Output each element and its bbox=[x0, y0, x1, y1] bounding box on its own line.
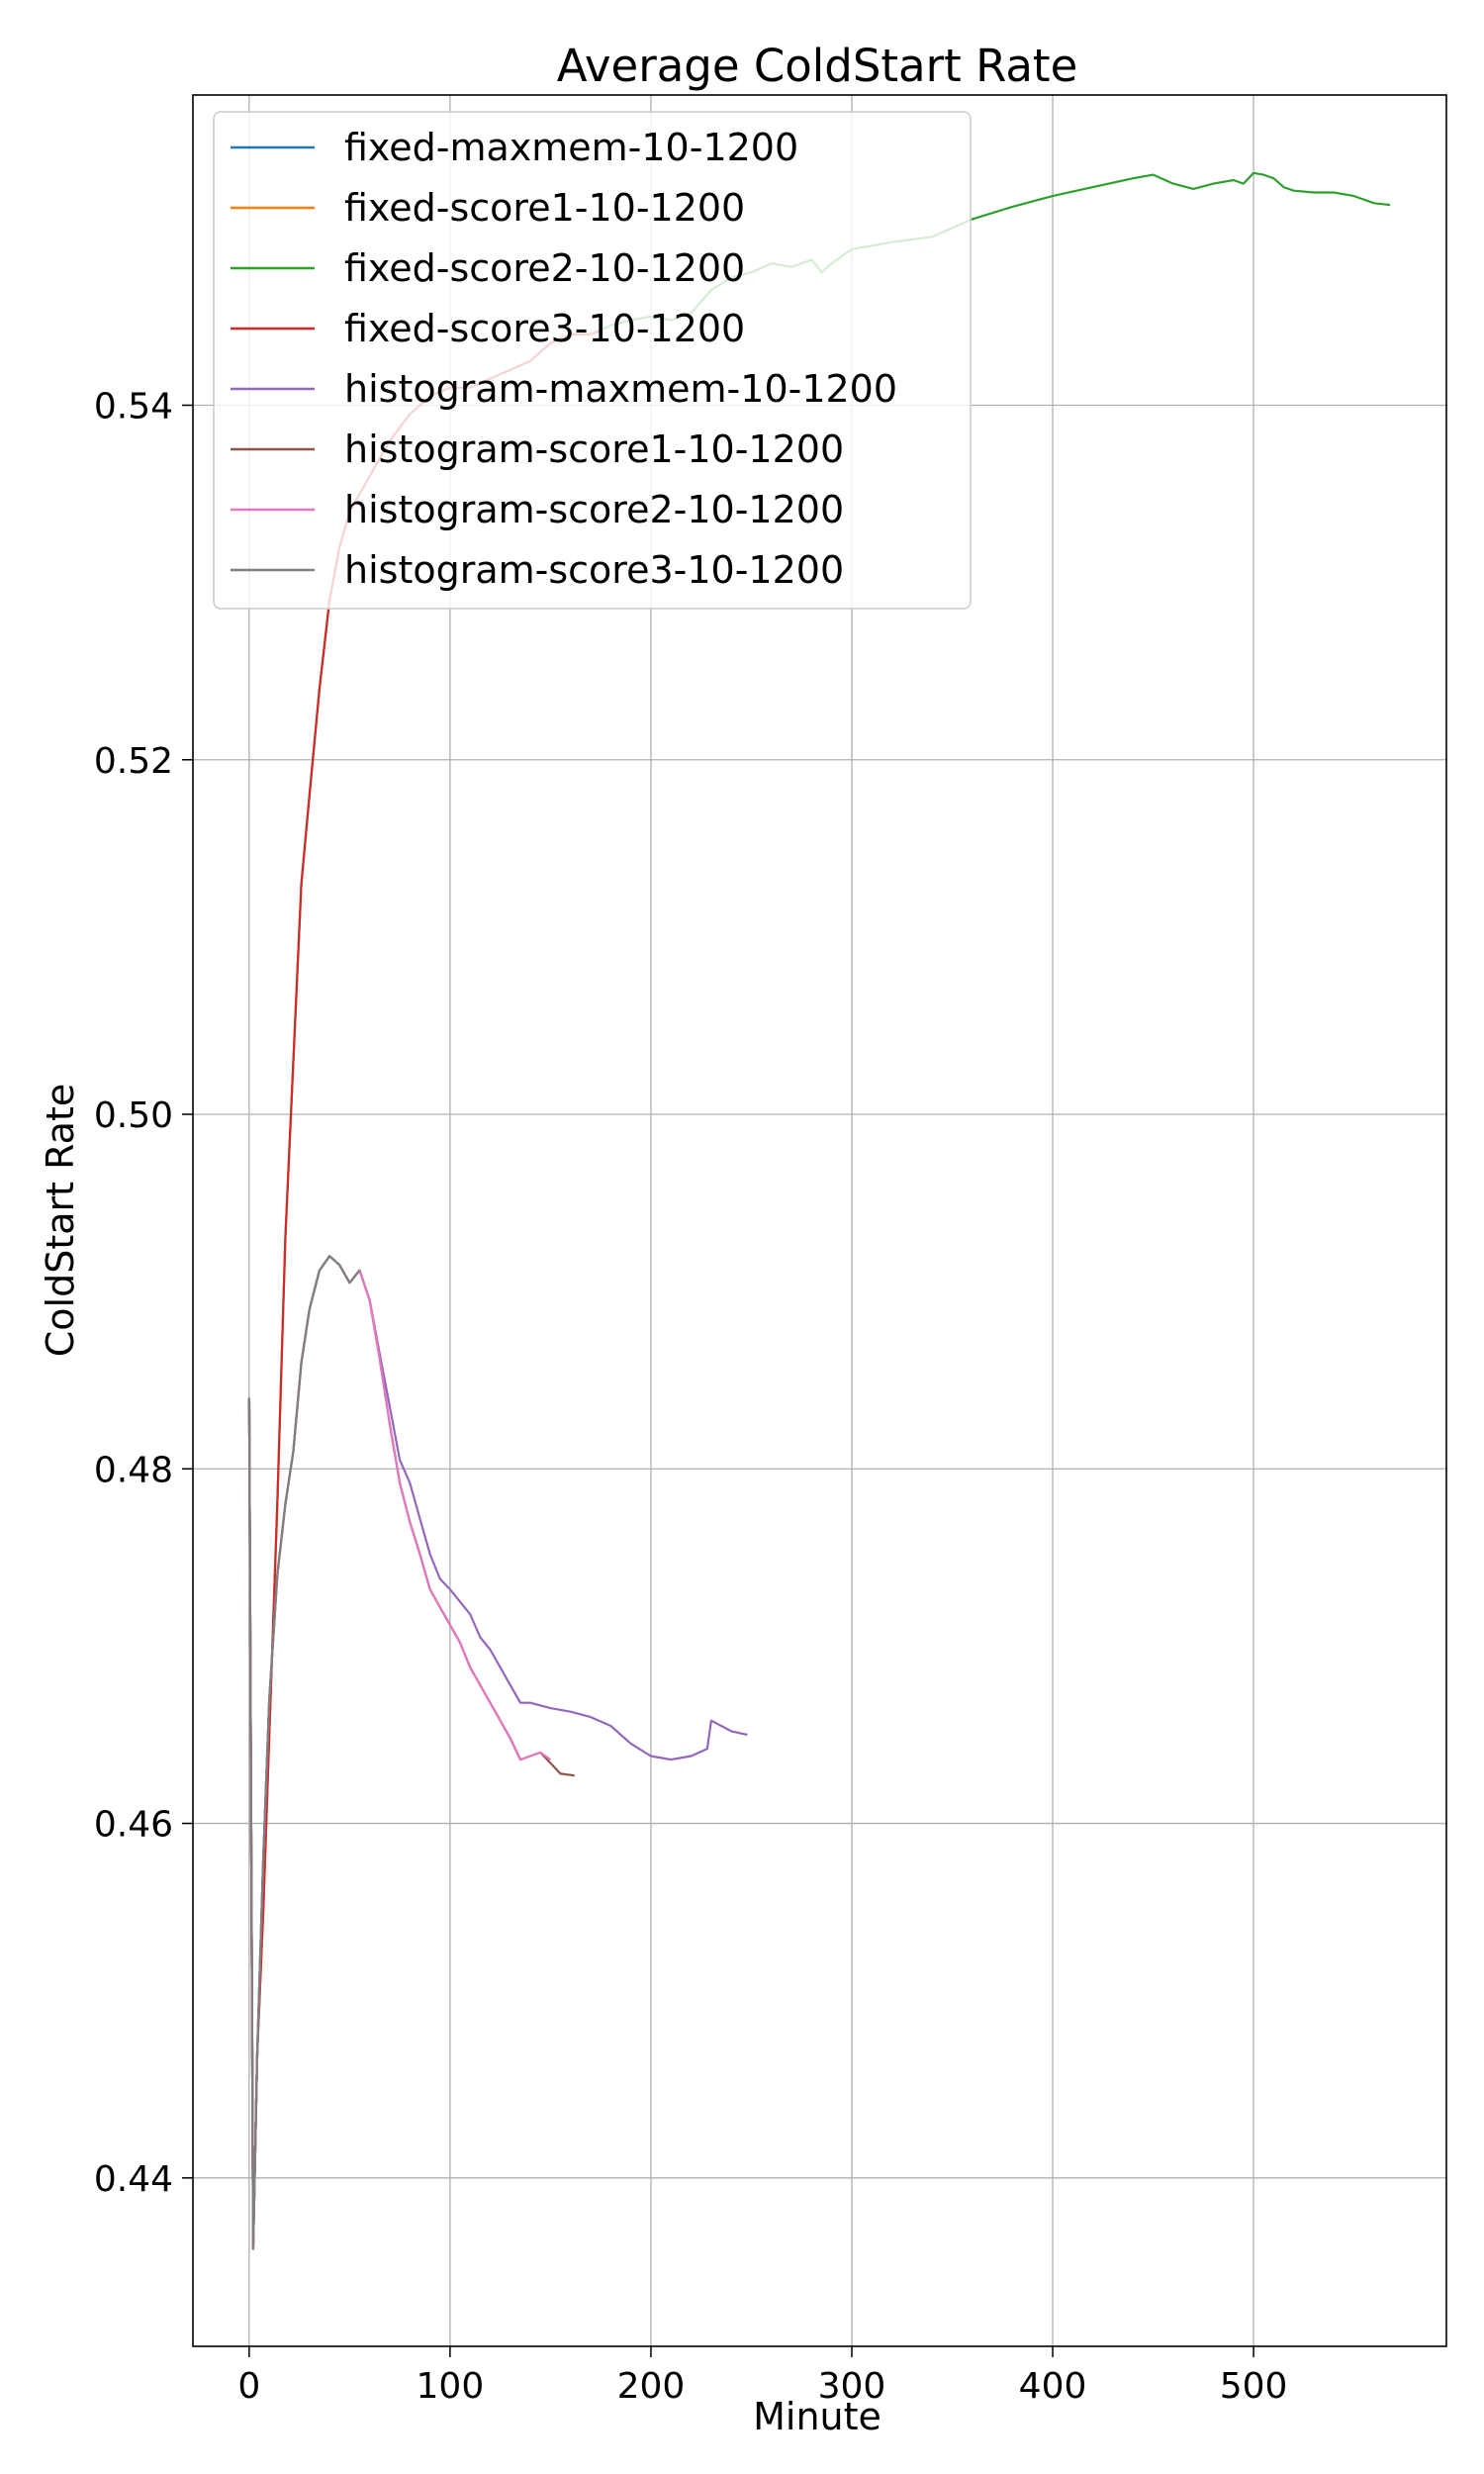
legend-box bbox=[213, 111, 972, 610]
legend: fixed-maxmem-10-1200 fixed-score1-10-1200… bbox=[213, 111, 972, 610]
x-tick-label: 500 bbox=[1220, 2366, 1288, 2407]
x-tick-label: 100 bbox=[417, 2366, 485, 2407]
y-tick-label: 0.50 bbox=[94, 1095, 173, 1136]
legend-label: fixed-score2-10-1200 bbox=[344, 246, 745, 290]
legend-label: histogram-score2-10-1200 bbox=[344, 488, 844, 531]
y-tick-label: 0.54 bbox=[94, 386, 173, 427]
legend-label: histogram-score1-10-1200 bbox=[344, 428, 844, 471]
legend-label: histogram-score3-10-1200 bbox=[344, 548, 844, 592]
x-tick-label: 200 bbox=[617, 2366, 686, 2407]
axis-ticks: 0 100 200 300 400 500 0.44 0.46 0.48 0.50 0.52 0.54 bbox=[94, 386, 1288, 2407]
plot-frame bbox=[192, 94, 1447, 2347]
x-axis-label: Minute bbox=[753, 2395, 881, 2438]
y-tick-label: 0.46 bbox=[94, 1805, 173, 1846]
legend-label: fixed-score1-10-1200 bbox=[344, 186, 745, 230]
chart-title: Average ColdStart Rate bbox=[557, 40, 1078, 92]
y-tick-label: 0.52 bbox=[94, 741, 173, 782]
series-line-histogram-score3-10-1200 bbox=[247, 1255, 361, 2250]
legend-label: histogram-maxmem-10-1200 bbox=[344, 367, 897, 411]
legend-label: fixed-score3-10-1200 bbox=[344, 307, 745, 350]
y-axis-label: ColdStart Rate bbox=[39, 1084, 82, 1358]
y-tick-label: 0.48 bbox=[94, 1450, 173, 1490]
x-tick-label: 300 bbox=[818, 2366, 886, 2407]
legend-label: fixed-maxmem-10-1200 bbox=[344, 126, 798, 169]
x-tick-label: 0 bbox=[237, 2366, 260, 2407]
x-tick-label: 400 bbox=[1019, 2366, 1087, 2407]
y-tick-label: 0.44 bbox=[94, 2159, 173, 2200]
